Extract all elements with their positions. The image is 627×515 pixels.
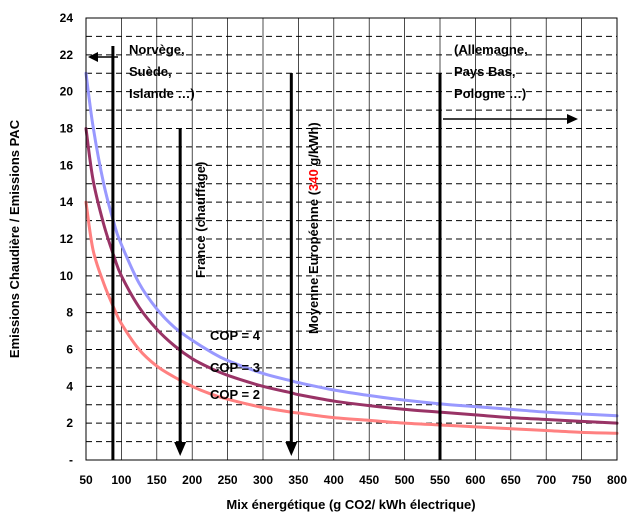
series-label-cop4: COP = 4 <box>210 328 261 343</box>
annotation-north-line-3: Islande …) <box>129 86 195 101</box>
y-tick-label: 16 <box>60 158 74 172</box>
reference-lines <box>88 46 578 460</box>
y-tick-label: 14 <box>60 195 74 209</box>
series-lines <box>84 71 619 435</box>
y-tick-label: - <box>69 453 73 467</box>
x-tick-label: 350 <box>288 473 308 487</box>
annotation-high-line-2: Pays Bas, <box>454 64 515 79</box>
annotation-eu-value: 340 <box>306 169 321 191</box>
series-label-cop2: COP = 2 <box>210 387 260 402</box>
y-tick-label: 6 <box>66 343 73 357</box>
y-tick-label: 20 <box>60 85 74 99</box>
series-line-cop4 <box>84 71 619 418</box>
arrow-head-left <box>88 52 98 62</box>
x-tick-label: 150 <box>147 473 167 487</box>
arrow-head-down <box>285 442 298 456</box>
y-tick-label: 24 <box>60 11 74 25</box>
annotation-north-line-1: Norvège, <box>129 42 185 57</box>
y-tick-label: 18 <box>60 122 74 136</box>
x-tick-labels: 50 100 150 200 250 300 350 400 450 500 550 600 650 70… <box>79 473 627 487</box>
x-tick-label: 550 <box>430 473 450 487</box>
x-axis-label: Mix énergétique (g CO2/ kWh électrique) <box>226 497 475 512</box>
x-tick-label: 800 <box>607 473 627 487</box>
series-line-cop2 <box>84 200 619 435</box>
x-tick-label: 700 <box>536 473 556 487</box>
y-tick-label: 12 <box>60 232 74 246</box>
x-tick-label: 50 <box>79 473 93 487</box>
y-tick-label: 2 <box>66 416 73 430</box>
annotation-north-countries: Norvège, Suède, Islande …) <box>129 42 195 101</box>
x-tick-label: 450 <box>359 473 379 487</box>
annotation-high-line-3: Pologne …) <box>454 86 526 101</box>
series-line-cop3 <box>84 127 619 425</box>
x-tick-label: 100 <box>111 473 131 487</box>
annotation-high-carbon-countries: (Allemagne, Pays Bas, Pologne …) <box>454 42 528 101</box>
y-tick-label: 10 <box>60 269 74 283</box>
annotation-eu-part-1: Moyenne Européenne ( <box>306 190 321 334</box>
x-tick-label: 600 <box>465 473 485 487</box>
y-tick-label: 4 <box>66 379 73 393</box>
y-tick-label: 22 <box>60 48 74 62</box>
annotation-north-line-2: Suède, <box>129 64 172 79</box>
annotation-european-average: Moyenne Européenne (340 g/kWh) <box>306 122 321 334</box>
y-tick-label: 8 <box>66 306 73 320</box>
annotation-france: France (chauffage) <box>193 162 208 278</box>
x-tick-label: 650 <box>501 473 521 487</box>
x-tick-label: 250 <box>218 473 238 487</box>
x-tick-label: 400 <box>324 473 344 487</box>
plot-frame <box>85 17 618 461</box>
x-tick-label: 200 <box>182 473 202 487</box>
x-tick-label: 500 <box>395 473 415 487</box>
series-label-cop3: COP = 3 <box>210 360 260 375</box>
x-tick-label: 300 <box>253 473 273 487</box>
annotation-high-line-1: (Allemagne, <box>454 42 528 57</box>
annotation-eu-part-2: g/kWh) <box>306 122 321 169</box>
arrow-head-down <box>174 442 187 456</box>
y-axis-label: Emissions Chaudière / Emissions PAC <box>7 119 22 358</box>
arrow-head-right <box>567 114 578 124</box>
x-tick-label: 750 <box>572 473 592 487</box>
